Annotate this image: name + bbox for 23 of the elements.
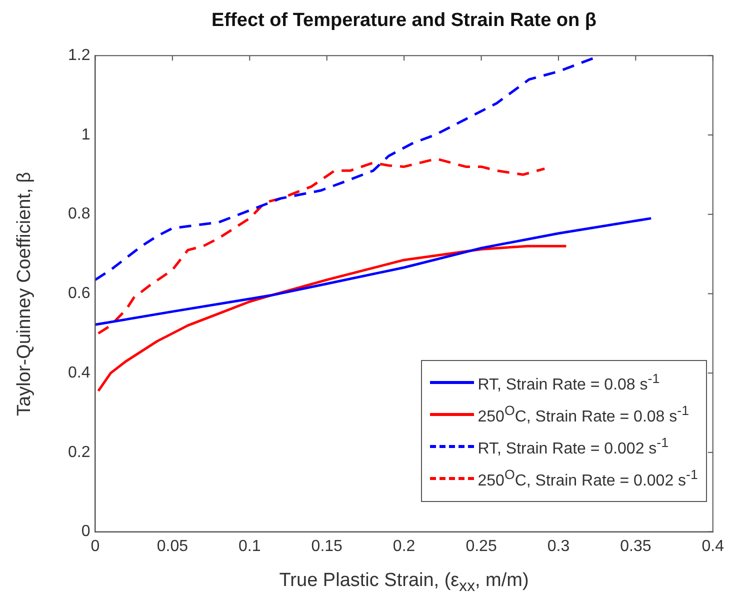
y-tick-label: 1: [81, 126, 90, 144]
x-tick-label: 0.4: [702, 538, 724, 555]
x-tick-label: 0.3: [547, 538, 570, 555]
legend-label: RT, Strain Rate = 0.002 s$^{-1}$: [478, 435, 669, 458]
y-tick-label: 0.4: [68, 364, 90, 382]
y-tick-label: 1.2: [68, 47, 90, 64]
y-tick-label: 0.2: [68, 444, 90, 461]
x-tick-label: 0.1: [238, 538, 261, 555]
x-tick-label: 0.2: [392, 538, 416, 555]
legend-label: 250$^{O}$C, Strain Rate = 0.002 s$^{-1}$: [478, 467, 698, 490]
x-axis-title: True Plastic Strain, (ε$_{xx}$, m/m): [278, 570, 530, 596]
legend-label: RT, Strain Rate = 0.08 s$^{-1}$: [478, 371, 660, 394]
x-tick-label: 0.15: [311, 538, 343, 555]
y-axis-title: Taylor-Quinney Coefficient, β: [14, 172, 36, 416]
chart-title: Effect of Temperature and Strain Rate on β: [210, 10, 598, 32]
y-tick-label: 0.8: [68, 206, 90, 223]
y-tick-label: 0.6: [68, 285, 90, 302]
x-tick-label: 0.35: [620, 538, 652, 555]
legend-label: 250$^{O}$C, Strain Rate = 0.08 s$^{-1}$: [478, 403, 689, 426]
y-tick-label: 0: [81, 523, 90, 540]
line-series: [97, 158, 546, 335]
x-tick-label: 0.05: [156, 538, 188, 555]
x-tick-label: 0.25: [466, 538, 497, 555]
